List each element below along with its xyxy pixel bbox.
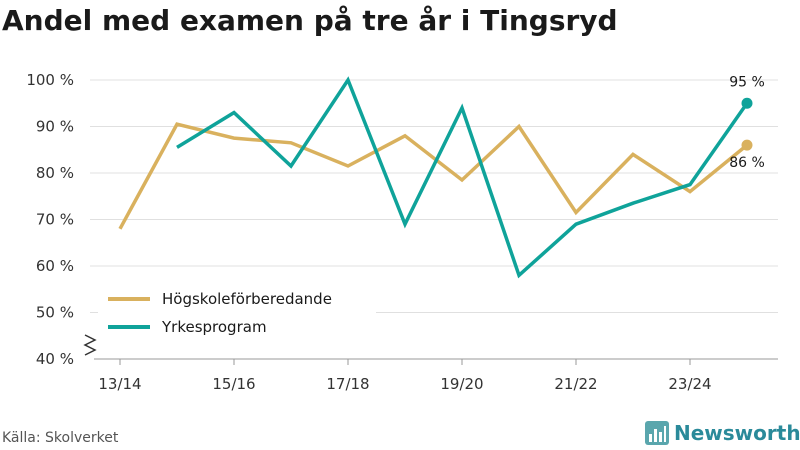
end-points: 95 % 86 % <box>729 74 765 171</box>
y-tick-label: 40 % <box>36 350 74 368</box>
y-tick-label: 90 % <box>36 118 74 136</box>
x-tick-label: 19/20 <box>440 375 483 393</box>
line-chart: 40 % 50 % 60 % 70 % 80 % 90 % 100 % 13/14 15/16… <box>26 71 778 393</box>
chart-title: Andel med examen på tre år i Tingsryd <box>2 4 618 37</box>
x-tick-label: 23/24 <box>668 375 711 393</box>
axis-break-zigzag <box>83 334 97 356</box>
source-note: Källa: Skolverket <box>2 430 119 446</box>
series-line <box>118 122 749 230</box>
bar-chart-logo-icon <box>645 421 669 445</box>
end-label-yrkesprogram: 95 % <box>729 74 765 90</box>
y-tick-label: 70 % <box>36 211 74 229</box>
y-tick-label: 100 % <box>26 71 74 89</box>
end-point <box>741 139 753 151</box>
y-tick-label: 80 % <box>36 164 74 182</box>
series-line <box>176 76 749 279</box>
y-axis-ticks: 40 % 50 % 60 % 70 % 80 % 90 % 100 % <box>26 71 74 368</box>
x-axis-ticks: 13/14 15/16 17/18 19/20 21/22 23/24 <box>98 359 712 393</box>
y-tick-label: 60 % <box>36 257 74 275</box>
legend-label: Yrkesprogram <box>161 318 267 336</box>
x-tick-label: 15/16 <box>212 375 255 393</box>
y-tick-label: 50 % <box>36 304 74 322</box>
x-tick-label: 17/18 <box>326 375 369 393</box>
brand-name: Newsworthy <box>674 421 800 445</box>
end-label-hogskoleforberedande: 86 % <box>729 155 765 171</box>
legend: Högskoleförberedande Yrkesprogram <box>98 284 376 346</box>
brand-logo: Newsworthy <box>645 420 800 446</box>
x-tick-label: 21/22 <box>554 375 597 393</box>
x-tick-label: 13/14 <box>98 375 141 393</box>
legend-background <box>98 284 376 346</box>
series-lines <box>118 76 749 279</box>
end-point <box>741 97 753 109</box>
legend-label: Högskoleförberedande <box>162 290 332 308</box>
y-axis-break-icon <box>83 334 97 356</box>
